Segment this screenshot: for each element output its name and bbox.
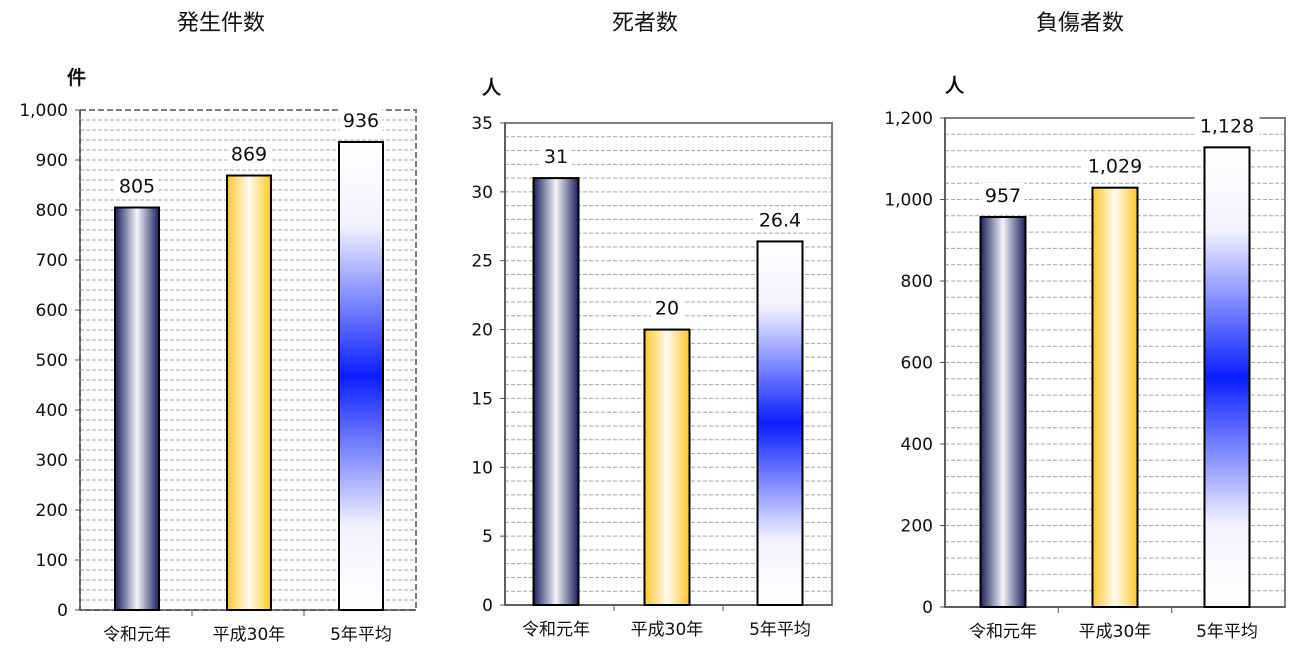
y-tick-label: 20	[471, 321, 493, 341]
chart-incidents: 発生件数 件 0 100 200 300 400 500 600 700 800 900 1,000…	[19, 11, 417, 645]
plot-area: 0 100 200 300 400 500 600 700 800 900 1,000 805 令和元年…	[19, 101, 417, 645]
y-tick-label: 10	[471, 458, 493, 478]
y-tick-label: 500	[36, 351, 68, 371]
data-label-bg	[339, 108, 383, 132]
data-label: 1,128	[1200, 115, 1254, 137]
y-tick-label: 200	[36, 501, 68, 521]
y-tick-label: 5	[482, 527, 493, 547]
y-tick-label: 300	[36, 451, 68, 471]
y-tick-label: 800	[36, 201, 68, 221]
bar	[338, 141, 384, 611]
y-tick-label: 15	[471, 389, 493, 409]
data-label: 805	[119, 176, 155, 198]
plot-area: 0 200 400 600 800 1,000 1,200 957 令和元年 1,029 平成30年…	[884, 109, 1286, 642]
x-category-label: 令和元年	[103, 625, 171, 645]
x-category-label: 平成30年	[631, 620, 704, 640]
x-category-label: 5年平均	[330, 625, 392, 645]
y-tick-label: 0	[57, 601, 68, 621]
data-label-bg	[651, 295, 683, 320]
data-label: 1,029	[1088, 156, 1142, 178]
chart-injuries: 負傷者数 人 0 200 400 600 800 1,000 1,200 957 令和元年 1,0…	[884, 11, 1286, 642]
y-unit-label: 件	[67, 66, 86, 89]
y-tick-label: 0	[922, 598, 933, 618]
x-category-label: 平成30年	[1079, 622, 1152, 642]
x-category-label: 平成30年	[213, 625, 286, 645]
y-tick-label: 25	[471, 252, 493, 272]
y-tick-label: 400	[36, 401, 68, 421]
chart-title: 死者数	[612, 11, 678, 36]
bar	[756, 240, 804, 606]
x-category-label: 令和元年	[522, 620, 590, 640]
bar	[1091, 186, 1139, 608]
y-tick-label: 35	[471, 114, 493, 134]
data-label-bg	[1082, 153, 1148, 178]
data-label-bg	[540, 144, 572, 169]
bar	[643, 328, 691, 606]
bar	[979, 216, 1027, 609]
x-category-label: 5年平均	[749, 620, 811, 640]
data-label: 20	[655, 298, 679, 320]
data-label-bg	[115, 173, 159, 198]
y-tick-label: 400	[901, 435, 933, 455]
y-tick-label: 700	[36, 251, 68, 271]
data-label: 26.4	[759, 209, 801, 231]
data-label: 957	[985, 185, 1021, 207]
x-category-label: 5年平均	[1196, 622, 1258, 642]
y-tick-label: 100	[36, 551, 68, 571]
chart-title: 発生件数	[177, 11, 265, 36]
data-label-bg	[981, 183, 1025, 208]
bar	[1203, 146, 1251, 608]
chart-deaths: 死者数 人 0 5 10 15 20 25 30 35 31 令和元年 20 平成30年 26.4 5年平…	[471, 11, 833, 640]
data-label-bg	[753, 207, 807, 232]
data-label-bg	[227, 141, 271, 166]
plot-area: 0 5 10 15 20 25 30 35 31 令和元年 20 平成30年 26.4 5年平均	[471, 114, 833, 640]
data-label: 31	[544, 146, 568, 168]
data-label-bg	[1194, 113, 1260, 138]
data-label: 869	[231, 144, 267, 166]
y-tick-label: 900	[36, 151, 68, 171]
y-tick-label: 1,200	[884, 109, 933, 129]
bar	[226, 174, 272, 611]
y-tick-label: 1,000	[19, 101, 68, 121]
y-tick-label: 600	[901, 354, 933, 374]
y-unit-label: 人	[482, 77, 502, 99]
chart-title: 負傷者数	[1036, 11, 1124, 36]
y-tick-label: 600	[36, 301, 68, 321]
y-tick-label: 200	[901, 517, 933, 537]
bar	[532, 177, 580, 606]
y-tick-label: 800	[901, 272, 933, 292]
bar	[114, 206, 160, 611]
y-unit-label: 人	[945, 75, 965, 97]
data-label: 936	[343, 110, 379, 132]
y-tick-label: 0	[482, 596, 493, 616]
y-tick-label: 30	[471, 183, 493, 203]
y-tick-label: 1,000	[884, 191, 933, 211]
x-category-label: 令和元年	[969, 622, 1037, 642]
